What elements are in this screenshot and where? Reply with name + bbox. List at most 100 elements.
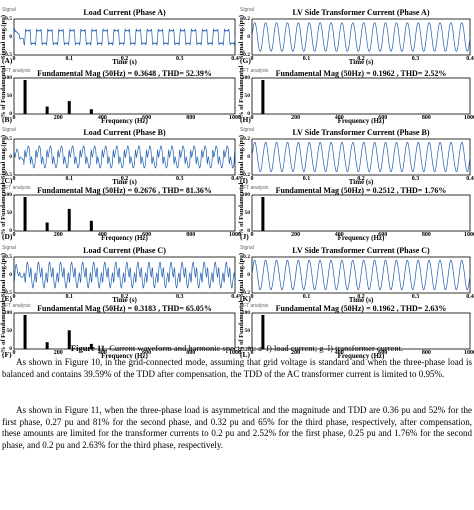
panel-d-xtick: 800: [186, 232, 196, 238]
panel-b-title: Fundamental Mag (50Hz) = 0.3648 , THD= 5…: [37, 69, 212, 78]
panel-j-xtick: 1000: [464, 232, 474, 238]
panel-k-xtick: 0.1: [302, 294, 311, 300]
panel-f-ytick: 50: [6, 327, 13, 334]
panel-j-frame: [251, 194, 471, 232]
panel-j-xtick: 200: [291, 232, 301, 238]
panel-i-waveform: [251, 141, 471, 173]
panel-b-xtick: 200: [53, 115, 63, 121]
panel-i-title: LV Side Transformer Current (Phase B): [292, 128, 430, 137]
panel-j-xlabel: Frequency (Hz): [337, 234, 385, 242]
panel-f-ytick: 0: [9, 345, 12, 352]
panel-b-bar: [45, 106, 49, 114]
panel-b-ytick: 50: [6, 92, 13, 99]
panel-l-ytick: 0: [247, 345, 250, 352]
panel-d-ytick: 100: [3, 191, 12, 198]
panel-h-plot: [251, 77, 471, 115]
panel-i-xtick: 0.4: [466, 176, 474, 182]
panel-c-xtick: 0.4: [231, 176, 239, 182]
panel-e-xtick: 0.3: [176, 294, 184, 300]
panel-j-plot: [251, 194, 471, 232]
panel-e-xtick: 0.2: [120, 294, 129, 300]
panel-a-plot: [13, 18, 236, 56]
panel-a-xtick: 0.2: [120, 56, 129, 62]
panel-l-title: Fundamental Mag (50Hz) = 0.1962 , THD= 2…: [275, 304, 447, 313]
panel-g-plot: [251, 18, 471, 56]
panel-i-plot: [251, 138, 471, 176]
panel-j-xtick: 600: [378, 232, 388, 238]
panel-i-xtick: 0.1: [302, 176, 311, 182]
panel-k-letter: (K): [240, 294, 251, 303]
panel-j-bar: [261, 197, 265, 231]
panel-d-xtick: 400: [97, 232, 107, 238]
panel-f-xtick: 400: [97, 350, 107, 356]
panel-a-title: Load Current (Phase A): [83, 8, 166, 17]
panel-l-xtick: 200: [291, 350, 301, 356]
panel-a-ytick: 0.5: [5, 15, 12, 22]
panel-f-xtick: 600: [142, 350, 152, 356]
panel-e-ytick: -0.5: [3, 289, 12, 296]
panel-c-xtick: 0.3: [176, 176, 184, 182]
panel-c-xtick: 0.1: [65, 176, 74, 182]
panel-i-letter: (I): [240, 176, 248, 185]
panel-k-xlabel: Time (s): [348, 296, 374, 304]
panel-e-ytick: 0.5: [5, 253, 12, 260]
panel-a-xlabel: Time (s): [112, 58, 137, 66]
panel-g-xtick: 0.3: [411, 56, 420, 62]
panel-g-xtick: 0.4: [466, 56, 474, 62]
panel-l-xtick: 0: [250, 350, 254, 356]
panel-f-xlabel: Frequency (Hz): [101, 352, 148, 360]
caption-text: Current waveform and harmonic spectrum: …: [107, 343, 404, 353]
panel-g-xtick: 0.1: [302, 56, 311, 62]
panel-d-frame: [13, 194, 236, 232]
panel-c-waveform: [13, 145, 236, 169]
panel-i-ytick: 0: [247, 153, 250, 160]
panel-j-xtick: 800: [421, 232, 431, 238]
panel-h-xtick: 1000: [464, 115, 474, 121]
panel-h-xtick: 800: [421, 115, 431, 121]
panel-f-letter: (F): [2, 350, 12, 359]
panel-j-ytick: 100: [241, 191, 250, 198]
panel-f-ytick: 100: [3, 309, 12, 316]
panel-h-ytick: 0: [247, 110, 250, 117]
panel-i-xtick: 0.2: [357, 176, 365, 182]
panel-g-ytick: -0.2: [241, 51, 250, 58]
panel-b-bar: [23, 80, 27, 114]
panel-b-ytick: 0: [9, 110, 12, 117]
panel-b-letter: (B): [2, 115, 12, 124]
panel-g-xlabel: Time (s): [348, 58, 374, 66]
panel-h-xtick: 0: [250, 115, 254, 121]
panel-j-letter: (J): [240, 232, 249, 241]
panel-d-xtick: 200: [53, 232, 63, 238]
panel-g-xtick: 0.2: [357, 56, 365, 62]
panel-k-xtick: 0.4: [466, 294, 474, 300]
panel-h-frame: [251, 77, 471, 115]
panel-d-bar: [45, 222, 49, 231]
panel-f-bar: [89, 343, 93, 349]
panel-a-xtick: 0.4: [231, 56, 239, 62]
panel-g-title: LV Side Transformer Current (Phase A): [292, 8, 430, 17]
caption-label: Figure 11.: [70, 343, 108, 353]
panel-b-xtick: 600: [142, 115, 152, 121]
panel-k-ytick: -0.2: [241, 289, 250, 296]
panel-i-ytick: 0.2: [243, 135, 250, 142]
panel-k-ytick: 0: [247, 271, 250, 278]
panel-f-xtick: 1000: [229, 350, 241, 356]
panel-f-frame: [13, 312, 236, 350]
panel-a-tag: Signal: [2, 7, 16, 13]
panel-l-plot: [251, 312, 471, 350]
panel-e-xtick: 0: [12, 294, 16, 300]
panel-l-tag: FFT analysis: [240, 303, 269, 309]
panel-d-ytick: 0: [9, 227, 12, 234]
panel-e-xtick: 0.4: [231, 294, 239, 300]
panel-k-waveform: [251, 259, 471, 291]
panel-h-xtick: 400: [334, 115, 344, 121]
panel-k-xtick: 0: [250, 294, 254, 300]
panel-a-letter: (A): [2, 56, 13, 65]
panel-i-xtick: 0: [250, 176, 254, 182]
panel-b-xlabel: Frequency (Hz): [101, 117, 148, 125]
panel-h-xtick: 200: [291, 115, 301, 121]
panel-e-title: Load Current (Phase C): [83, 246, 166, 255]
panel-h-letter: (H): [240, 115, 251, 124]
panel-h-xlabel: Frequency (Hz): [337, 117, 385, 125]
